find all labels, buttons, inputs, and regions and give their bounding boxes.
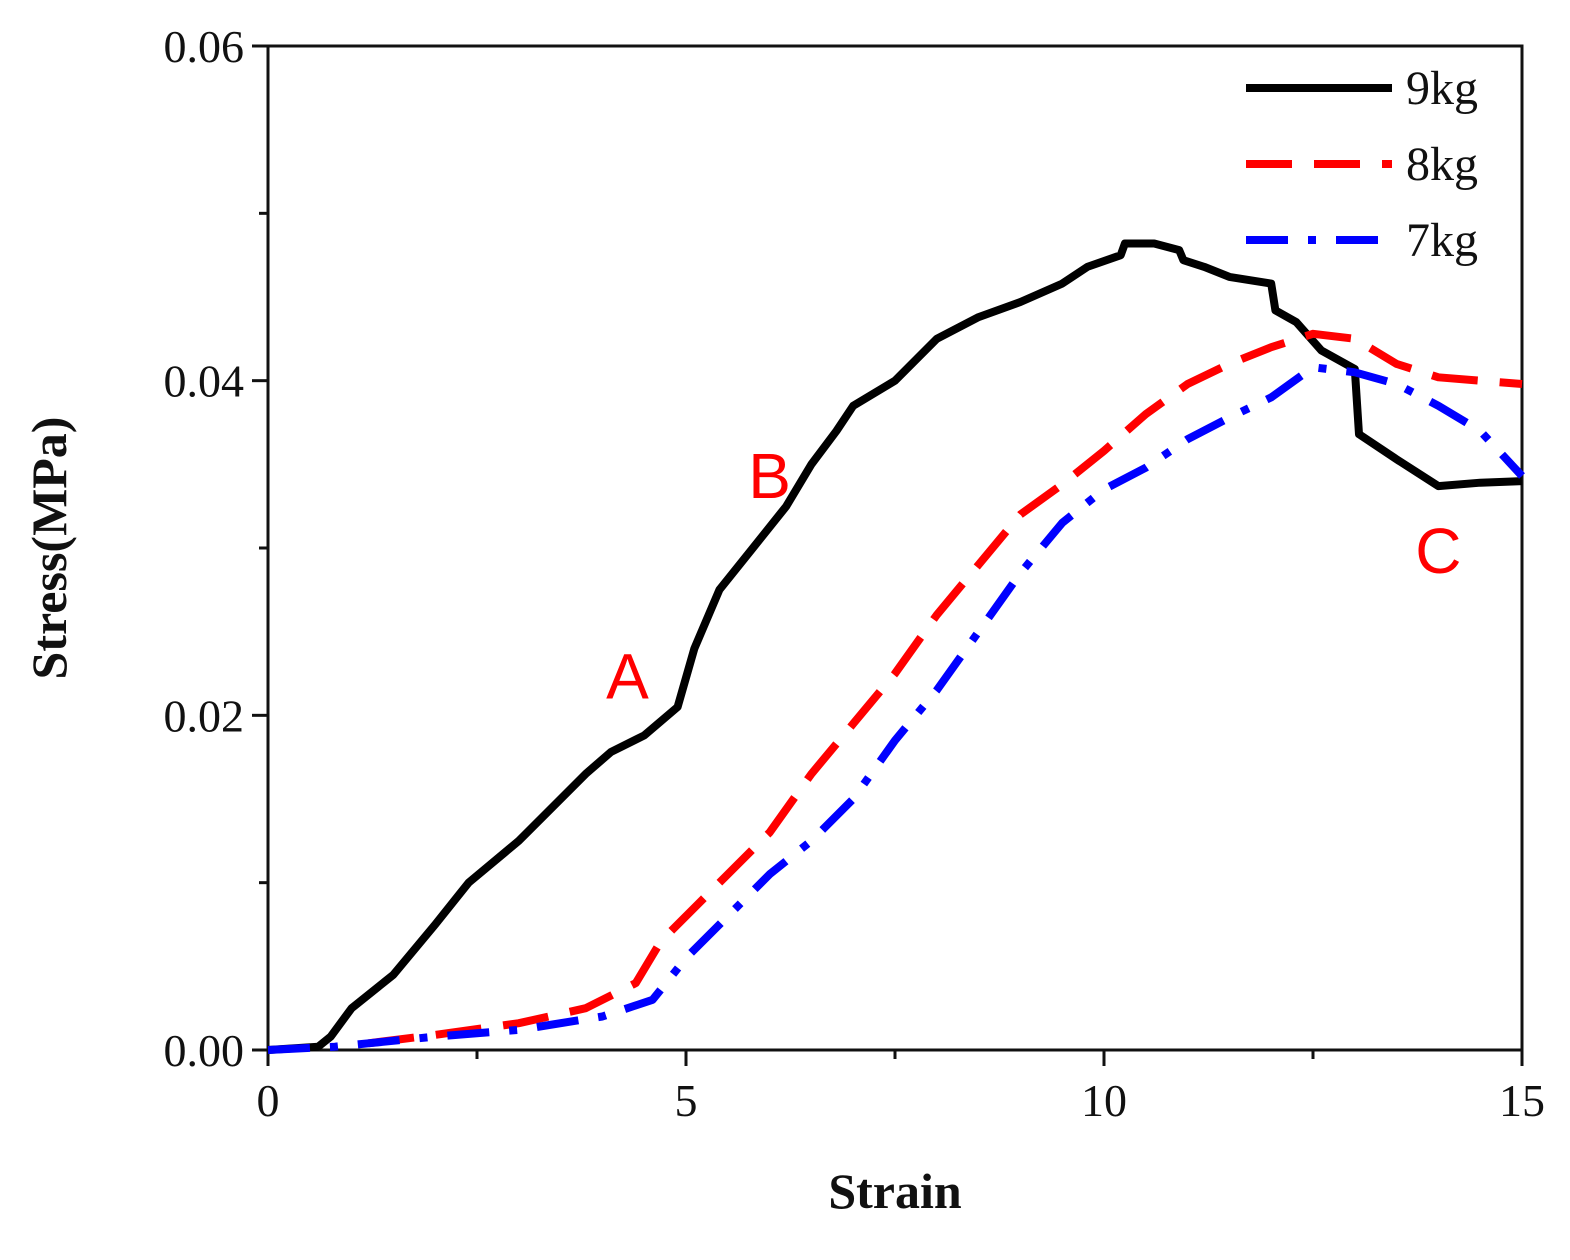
plot-area [252,44,1525,1066]
annotation-C: C [1415,515,1461,587]
y-tick-label: 0.02 [164,690,245,741]
annotation-B: B [748,440,791,512]
annotations: A B C [606,440,1461,713]
series-layer [267,239,1525,1054]
y-tick-labels: 0.00 0.02 0.04 0.06 [164,21,245,1076]
annotation-A: A [606,641,649,713]
x-tick-labels: 0 5 10 15 [257,1075,1546,1126]
series-line-7kg [267,363,1525,1054]
series-line-8kg [367,329,1523,1048]
legend: 9kg 8kg 7kg [1246,62,1478,267]
y-tick-label: 0.06 [164,21,245,72]
legend-label-7kg: 7kg [1406,214,1478,267]
x-tick-label: 5 [675,1075,698,1126]
y-axis-title: Stress(MPa) [21,417,77,680]
minor-ticks [259,211,1315,1059]
legend-label-9kg: 9kg [1406,62,1478,115]
y-tick-label: 0.00 [164,1025,245,1076]
y-tick-label: 0.04 [164,356,245,407]
x-tick-label: 15 [1499,1075,1545,1126]
x-tick-label: 0 [257,1075,280,1126]
major-ticks [252,44,1524,1066]
legend-label-8kg: 8kg [1406,138,1478,191]
x-tick-label: 10 [1081,1075,1127,1126]
x-axis-title: Strain [828,1163,962,1219]
series-line-9kg [267,239,1523,1054]
